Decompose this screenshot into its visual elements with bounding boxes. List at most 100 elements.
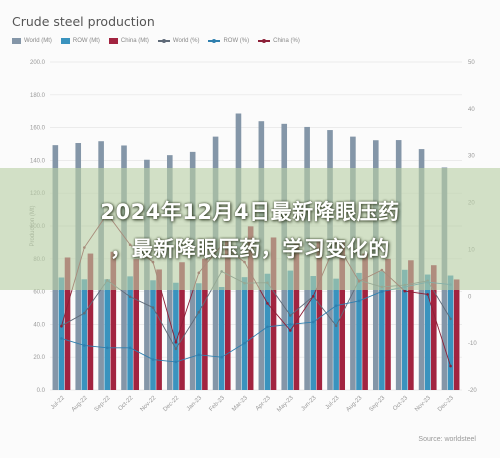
bar-china [339, 241, 346, 390]
x-tick-label: Aug-23 [345, 395, 363, 413]
bar-row [104, 279, 111, 390]
bar-china [224, 239, 231, 390]
legend-label: ROW (%) [223, 38, 250, 44]
y-tick-label-left: 40.0 [33, 322, 45, 328]
bar-china [202, 258, 208, 390]
x-tick-label: Apr-23 [255, 395, 272, 412]
line-row-pct-point [380, 290, 384, 293]
bar-row [195, 283, 202, 390]
x-tick-label: Oct-22 [118, 395, 135, 412]
line-world-pct-point [334, 324, 338, 328]
bar-china [133, 259, 140, 390]
legend-line-world [157, 39, 170, 43]
bar-row [310, 276, 317, 390]
bar-china [453, 279, 460, 390]
bar-row [379, 271, 385, 390]
line-row-pct-point [105, 346, 109, 350]
line-row-pct [61, 281, 451, 363]
legend-swatch-row [60, 38, 70, 44]
line-row-pct-point [60, 337, 63, 340]
line-row-pct-point [311, 320, 315, 324]
bar-row [401, 269, 408, 390]
legend-line-china [258, 39, 271, 43]
y-tick-label-left: 20.0 [33, 355, 45, 361]
bar-row [241, 277, 248, 390]
bar-china [247, 226, 254, 390]
line-china-pct-point [289, 329, 292, 332]
bar-row [333, 278, 339, 390]
x-tick-label: May-23 [276, 395, 295, 414]
line-china-pct-point [174, 340, 178, 344]
bar-china [362, 253, 368, 390]
line-row-pct-point [289, 323, 292, 326]
source-note: Source: worldsteel [418, 436, 476, 443]
y-tick-label-right: 30 [468, 154, 475, 160]
bar-row [127, 276, 133, 390]
legend-item-row-pct: ROW (%) [208, 38, 249, 44]
y-tick-label-right: -10 [468, 341, 477, 347]
line-world-pct-point [289, 314, 292, 317]
line-row-pct-point [197, 353, 201, 357]
headline-banner [0, 168, 500, 290]
x-tick-label: Jul-23 [325, 395, 341, 411]
line-row-pct-point [151, 358, 155, 361]
y-tick-label-left: 180.0 [30, 93, 46, 99]
legend-line-row [208, 39, 221, 43]
bar-row [173, 282, 179, 390]
legend-item-world-pct: World (%) [157, 38, 200, 44]
bar-china [270, 237, 277, 390]
headline-line-1: 2024年12月4日最新降眼压药 [100, 200, 400, 224]
line-world-pct-point [151, 306, 155, 309]
line-china-pct-point [426, 293, 429, 296]
bar-china [179, 262, 185, 390]
legend-label: World (Mt) [24, 38, 52, 44]
legend-item-china-pct: China (%) [258, 38, 300, 44]
legend-label: ROW (Mt) [72, 38, 100, 44]
bar-china [156, 269, 162, 390]
x-tick-label: Nov-23 [414, 395, 432, 413]
x-tick-label: Nov-22 [139, 395, 157, 413]
y-tick-label-left: 200.0 [30, 60, 46, 66]
legend-label: China (%) [273, 38, 300, 44]
line-china-pct-point [60, 324, 63, 328]
line-row-pct-point [357, 299, 361, 303]
bar-china [110, 251, 117, 390]
bar-china [87, 253, 94, 390]
bar-row [150, 280, 156, 390]
line-china-pct-point [311, 294, 315, 298]
bar-row [264, 273, 271, 390]
x-tick-label: Jan-23 [186, 395, 204, 413]
chart-title: Crude steel production [12, 14, 155, 29]
line-row-pct-point [220, 355, 223, 359]
y-tick-label-left: 140.0 [30, 158, 46, 164]
legend: World (Mt) ROW (Mt) China (Mt) World (%)… [12, 38, 300, 44]
legend-item-row-mt: ROW (Mt) [60, 38, 100, 44]
line-world-pct-point [83, 311, 86, 315]
legend-swatch-world [12, 38, 21, 44]
legend-item-china-mt: China (Mt) [108, 38, 149, 44]
y-tick-label-right: 0 [468, 294, 472, 300]
line-world-pct-point [449, 317, 452, 321]
line-china-pct-point [449, 364, 452, 368]
legend-item-world-mt: World (Mt) [12, 38, 52, 44]
line-row-pct-point [83, 344, 86, 347]
x-tick-label: Sep-23 [368, 395, 386, 413]
legend-label: World (%) [172, 38, 200, 44]
x-tick-label: Dec-22 [162, 395, 180, 413]
line-china-pct-point [403, 289, 407, 293]
y-tick-label-left: 0.0 [37, 388, 46, 394]
line-row-pct-point [128, 346, 132, 350]
y-tick-label-right: 40 [468, 107, 475, 113]
y-tick-label-right: 50 [468, 60, 475, 66]
bar-china [64, 257, 71, 390]
line-row-pct-point [174, 360, 178, 364]
bar-row [58, 277, 65, 390]
x-tick-label: Jun-23 [300, 395, 318, 413]
line-world-pct-point [197, 310, 201, 314]
legend-swatch-china [108, 38, 118, 44]
bar-china [385, 258, 391, 390]
line-china-pct-point [266, 302, 269, 305]
bar-china [316, 241, 323, 390]
x-tick-label: Aug-22 [71, 395, 89, 413]
